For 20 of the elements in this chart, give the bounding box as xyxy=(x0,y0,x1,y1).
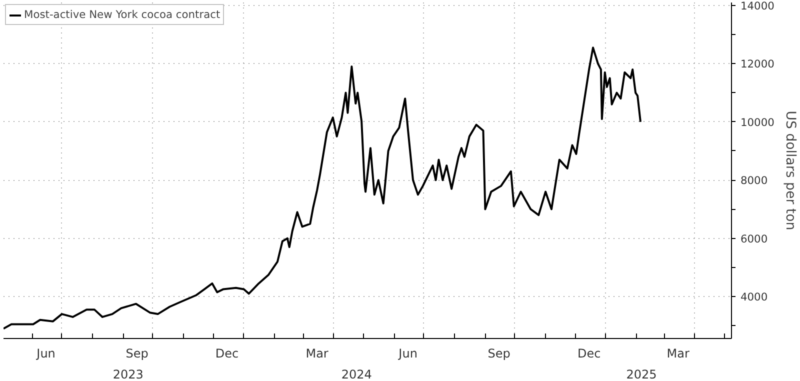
x-tick-label: Sep xyxy=(126,346,148,360)
x-tick-label: Mar xyxy=(306,346,328,360)
y2-tick-label: 4000 xyxy=(740,290,768,304)
x-tick-label: Jun xyxy=(398,346,418,360)
x-tick-label: Sep xyxy=(488,346,510,360)
x-tick-label: Dec xyxy=(577,346,601,360)
x2-tick-label: 2025 xyxy=(626,368,657,381)
y2-tick-label: 12000 xyxy=(740,58,775,71)
y2-tick-label: 6000 xyxy=(740,232,768,246)
line-series xyxy=(4,46,642,330)
x-tick-label: Jun xyxy=(36,346,56,360)
legend-label: Most-active New York cocoa contract xyxy=(24,8,220,21)
x2-tick-label: 2024 xyxy=(341,368,372,381)
y2-tick-label: 8000 xyxy=(740,174,768,188)
y2-tick-label: 14000 xyxy=(740,0,775,12)
y2-axis-title: US dollars per ton xyxy=(782,110,798,230)
x-tick-label: Mar xyxy=(666,346,690,360)
x2-tick-label: 2023 xyxy=(112,368,144,381)
y2-tick-label: 10000 xyxy=(740,116,775,129)
x-tick-label: Dec xyxy=(215,346,239,360)
